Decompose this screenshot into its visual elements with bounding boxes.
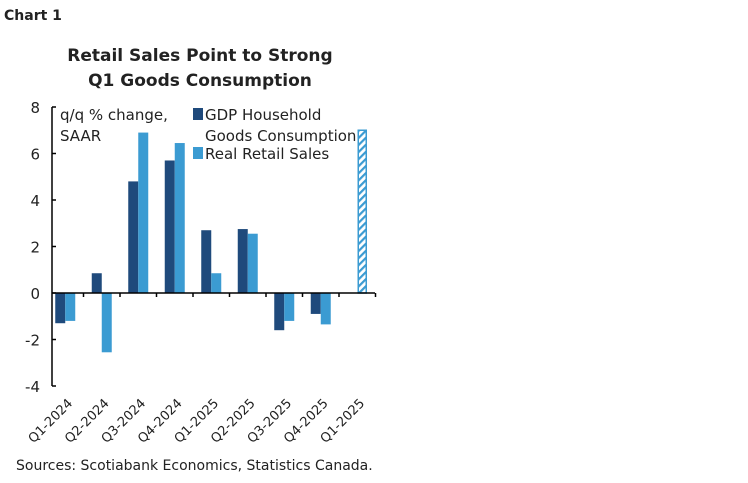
chart-label: Chart 1 bbox=[4, 8, 62, 24]
y-tick-label: -2 bbox=[25, 332, 40, 350]
bar-retail-sales bbox=[357, 129, 367, 294]
bar-retail-sales bbox=[211, 273, 222, 293]
y-tick-label: 2 bbox=[30, 239, 40, 257]
bar-gdp-goods bbox=[164, 160, 175, 293]
bar-retail-sales bbox=[320, 293, 331, 325]
bar-gdp-goods bbox=[91, 273, 102, 293]
bar-gdp-goods bbox=[310, 293, 321, 314]
bar-gdp-goods bbox=[274, 293, 285, 331]
bar-gdp-goods bbox=[55, 293, 66, 324]
bar-retail-sales bbox=[174, 143, 185, 293]
y-axis-label: SAAR bbox=[60, 127, 101, 145]
legend-swatch bbox=[193, 147, 203, 159]
bar-gdp-goods bbox=[201, 230, 212, 293]
y-axis-label: q/q % change, bbox=[60, 106, 168, 124]
bar-gdp-goods bbox=[237, 229, 248, 293]
bar-gdp-goods bbox=[128, 181, 139, 293]
title-line-2: Q1 Goods Consumption bbox=[88, 71, 312, 91]
legend-label: Real Retail Sales bbox=[205, 145, 329, 163]
bar-retail-sales bbox=[101, 293, 112, 353]
legend-label: Goods Consumption bbox=[205, 127, 356, 145]
y-tick-label: 6 bbox=[30, 146, 40, 164]
bar-retail-sales bbox=[284, 293, 295, 321]
y-tick-label: 4 bbox=[30, 192, 40, 210]
source-note: Sources: Scotiabank Economics, Statistic… bbox=[16, 458, 373, 474]
title-line-1: Retail Sales Point to Strong bbox=[67, 46, 333, 66]
legend-swatch bbox=[193, 108, 203, 120]
bar-retail-sales bbox=[247, 233, 258, 293]
legend-label: GDP Household bbox=[205, 106, 321, 124]
bar-retail-sales bbox=[138, 132, 149, 293]
y-tick-label: -4 bbox=[25, 378, 40, 396]
y-tick-label: 8 bbox=[30, 99, 40, 117]
chart-title: Retail Sales Point to Strong Q1 Goods Co… bbox=[40, 44, 360, 94]
bar-retail-sales bbox=[65, 293, 76, 321]
y-tick-label: 0 bbox=[30, 285, 40, 303]
